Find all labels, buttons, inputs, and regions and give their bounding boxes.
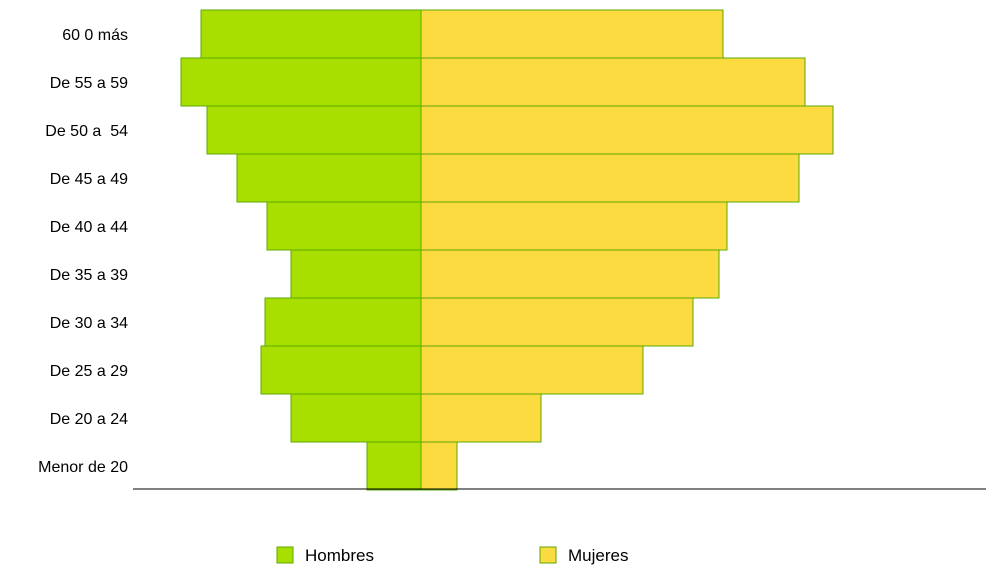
bar-hombres-menor-de-20 bbox=[366, 441, 422, 491]
bar-hombres-de-35-a-39 bbox=[290, 249, 422, 299]
legend-swatch-mujeres bbox=[539, 546, 557, 564]
legend-item-mujeres: Mujeres bbox=[539, 546, 628, 565]
category-label-de-20-a-24: De 20 a 24 bbox=[50, 411, 128, 428]
bar-mujeres-de-35-a-39 bbox=[420, 249, 720, 299]
bar-mujeres-60-0-m-s bbox=[420, 9, 724, 59]
category-labels: 60 0 más De 55 a 59 De 50 a 54 De 45 a 49 De… bbox=[38, 27, 128, 476]
legend-label-mujeres: Mujeres bbox=[568, 546, 628, 565]
bar-hombres-de-50-a-54 bbox=[206, 105, 422, 155]
bars-group bbox=[180, 9, 834, 491]
bar-mujeres-de-55-a-59 bbox=[420, 57, 806, 107]
category-label-60-0-m-s: 60 0 más bbox=[62, 27, 128, 44]
bar-mujeres-de-20-a-24 bbox=[420, 393, 542, 443]
bar-hombres-de-30-a-34 bbox=[264, 297, 422, 347]
bar-mujeres-de-30-a-34 bbox=[420, 297, 694, 347]
bar-hombres-de-25-a-29 bbox=[260, 345, 422, 395]
category-label-menor-de-20: Menor de 20 bbox=[38, 459, 128, 476]
category-label-de-45-a-49: De 45 a 49 bbox=[50, 171, 128, 188]
bar-hombres-de-40-a-44 bbox=[266, 201, 422, 251]
bar-mujeres-de-50-a-54 bbox=[420, 105, 834, 155]
legend-item-hombres: Hombres bbox=[276, 546, 374, 565]
bar-hombres-de-55-a-59 bbox=[180, 57, 422, 107]
legend-label-hombres: Hombres bbox=[305, 546, 374, 565]
category-label-de-40-a-44: De 40 a 44 bbox=[50, 219, 128, 236]
legend: Hombres Mujeres bbox=[276, 546, 628, 565]
category-label-de-55-a-59: De 55 a 59 bbox=[50, 75, 128, 92]
bar-mujeres-de-25-a-29 bbox=[420, 345, 644, 395]
bar-hombres-de-20-a-24 bbox=[290, 393, 422, 443]
category-label-de-50-a-54: De 50 a 54 bbox=[45, 123, 128, 140]
bar-mujeres-de-40-a-44 bbox=[420, 201, 728, 251]
bar-hombres-60-0-m-s bbox=[200, 9, 422, 59]
category-label-de-25-a-29: De 25 a 29 bbox=[50, 363, 128, 380]
bar-mujeres-menor-de-20 bbox=[420, 441, 458, 491]
category-label-de-35-a-39: De 35 a 39 bbox=[50, 267, 128, 284]
bar-hombres-de-45-a-49 bbox=[236, 153, 422, 203]
legend-swatch-hombres bbox=[276, 546, 294, 564]
category-label-de-30-a-34: De 30 a 34 bbox=[50, 315, 128, 332]
bar-mujeres-de-45-a-49 bbox=[420, 153, 800, 203]
